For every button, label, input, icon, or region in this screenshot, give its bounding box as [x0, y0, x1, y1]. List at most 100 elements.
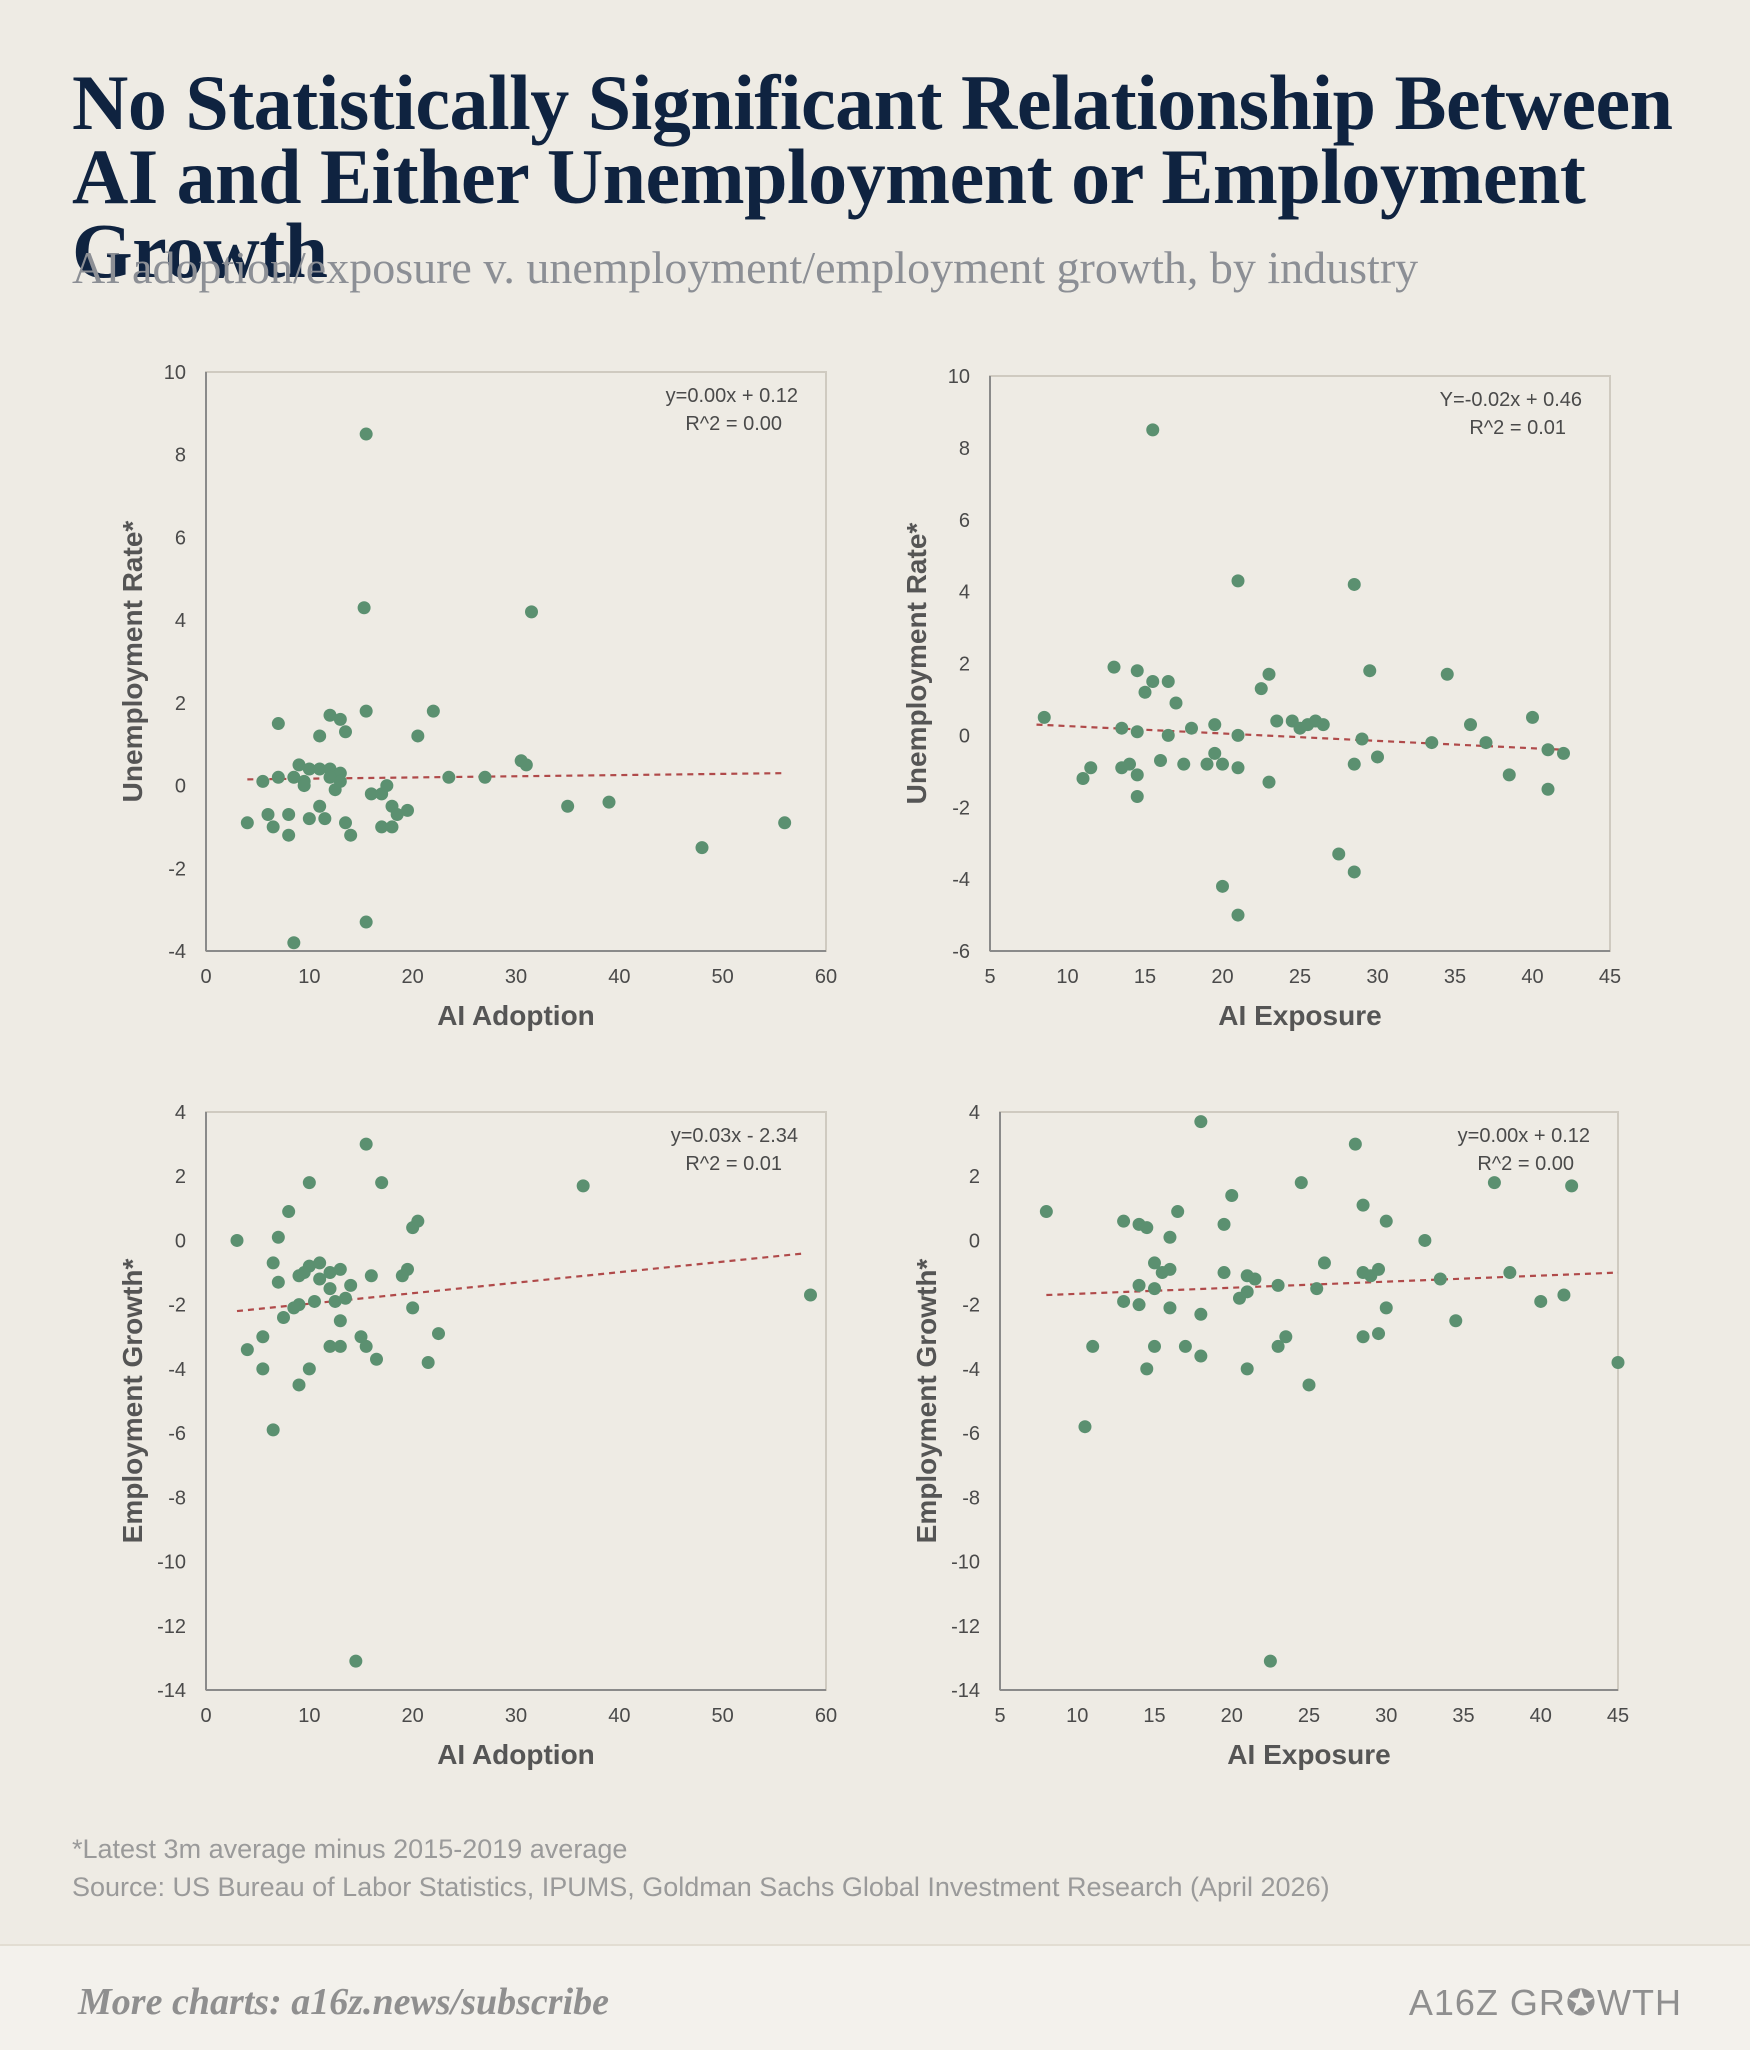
- data-point: [339, 725, 352, 739]
- data-point: [328, 783, 342, 797]
- y-axis-title: Employment Growth*: [911, 1259, 942, 1544]
- data-point: [426, 704, 440, 718]
- data-point: [277, 1311, 290, 1325]
- data-point: [1254, 682, 1268, 696]
- data-point: [339, 816, 352, 830]
- y-tick-label: 2: [175, 1166, 186, 1188]
- x-tick-label: 35: [1452, 1705, 1474, 1727]
- data-point: [1231, 908, 1245, 922]
- y-tick-label: 4: [175, 1102, 186, 1124]
- y-tick-label: 0: [969, 1230, 980, 1252]
- subscribe-link[interactable]: More charts: a16z.news/subscribe: [78, 1981, 609, 2023]
- y-tick-label: -6: [952, 941, 970, 963]
- data-point: [385, 820, 399, 834]
- data-point: [308, 1294, 321, 1308]
- data-point: [1356, 1330, 1370, 1344]
- data-point: [344, 1278, 358, 1292]
- data-point: [1178, 1339, 1192, 1353]
- data-point: [478, 770, 492, 784]
- y-axis-title: Unemployment Rate*: [901, 523, 932, 805]
- data-point: [411, 1214, 425, 1228]
- x-tick-label: 10: [1056, 966, 1078, 988]
- x-axis-title: AI Exposure: [1218, 1000, 1381, 1031]
- data-point: [1037, 710, 1051, 724]
- data-point: [1146, 674, 1160, 688]
- data-point: [282, 808, 296, 822]
- data-point: [1130, 664, 1144, 678]
- x-tick-label: 15: [1143, 1705, 1165, 1727]
- y-tick-label: 6: [959, 510, 970, 532]
- data-point: [297, 779, 311, 793]
- y-tick-label: 0: [175, 776, 186, 798]
- data-point: [1372, 1327, 1386, 1341]
- x-tick-label: 45: [1607, 1705, 1629, 1727]
- y-tick-label: 2: [969, 1166, 980, 1188]
- data-point: [1347, 577, 1361, 591]
- data-point: [1317, 1256, 1331, 1270]
- x-tick-label: 30: [505, 966, 527, 988]
- data-point: [256, 1330, 270, 1344]
- footer-bar: More charts: a16z.news/subscribe A16Z GR…: [0, 1944, 1750, 2050]
- x-tick-label: 0: [200, 1705, 211, 1727]
- data-point: [1449, 1314, 1463, 1328]
- y-tick-label: -4: [952, 869, 970, 891]
- y-tick-label: 6: [175, 527, 186, 549]
- data-point: [1240, 1362, 1254, 1376]
- y-tick-label: -14: [951, 1680, 980, 1702]
- data-point: [411, 729, 425, 743]
- footnote: *Latest 3m average minus 2015-2019 avera…: [72, 1834, 628, 1864]
- x-tick-label: 20: [1211, 966, 1233, 988]
- data-point: [1356, 1198, 1370, 1212]
- data-point: [375, 820, 389, 834]
- data-point: [256, 1362, 270, 1376]
- data-point: [1231, 574, 1245, 588]
- y-tick-label: -14: [157, 1680, 186, 1702]
- data-point: [561, 799, 575, 813]
- x-tick-label: 40: [608, 1705, 630, 1727]
- data-point: [261, 808, 275, 822]
- data-point: [1231, 761, 1245, 775]
- data-point: [1557, 746, 1570, 760]
- data-point: [804, 1288, 817, 1302]
- data-point: [333, 1262, 347, 1276]
- data-point: [1316, 718, 1330, 732]
- data-point: [1132, 1278, 1146, 1292]
- plot-frame: [205, 371, 827, 952]
- x-tick-label: 50: [712, 966, 734, 988]
- x-tick-label: 25: [1289, 966, 1311, 988]
- data-point: [778, 816, 792, 830]
- data-point: [333, 712, 347, 726]
- data-point: [1611, 1355, 1625, 1369]
- data-point: [1347, 757, 1361, 771]
- data-point: [1185, 721, 1198, 735]
- y-tick-label: -8: [168, 1487, 186, 1509]
- data-point: [1039, 1205, 1053, 1219]
- data-point: [1262, 775, 1276, 789]
- y-tick-label: -4: [168, 941, 186, 963]
- data-point: [1076, 772, 1090, 785]
- y-tick-label: -6: [962, 1423, 980, 1445]
- data-point: [1163, 1230, 1177, 1244]
- x-tick-label: 10: [298, 1705, 320, 1727]
- x-axis-title: AI Adoption: [437, 1000, 595, 1031]
- data-point: [1194, 1115, 1208, 1129]
- data-point: [266, 1423, 280, 1437]
- data-point: [1208, 718, 1222, 732]
- y-tick-label: 0: [959, 725, 970, 747]
- scatter-panel-1: 0 10 20 30 40 50 60 -4 -2 0 2 4 6 8 10 AI Adoption Unemp…: [117, 362, 837, 1031]
- data-point: [240, 1343, 254, 1357]
- plot-frame: [999, 1111, 1619, 1691]
- y-tick-label: -6: [168, 1423, 186, 1445]
- data-point: [266, 1256, 280, 1270]
- data-point: [1086, 1339, 1100, 1353]
- data-point: [1302, 1378, 1316, 1392]
- data-point: [442, 770, 456, 784]
- data-point: [1355, 732, 1369, 746]
- r-squared-label: R^2 = 0.01: [1469, 417, 1566, 439]
- data-point: [401, 803, 414, 817]
- scatter-panel-2: 5 10 15 20 25 30 35 40 45 -6 -4 -2 0 2 4 6 8 10 AI Exposur…: [901, 366, 1621, 1031]
- data-point: [364, 1269, 378, 1283]
- data-point: [1240, 1285, 1254, 1299]
- data-point: [357, 601, 371, 615]
- data-point: [1279, 1330, 1293, 1344]
